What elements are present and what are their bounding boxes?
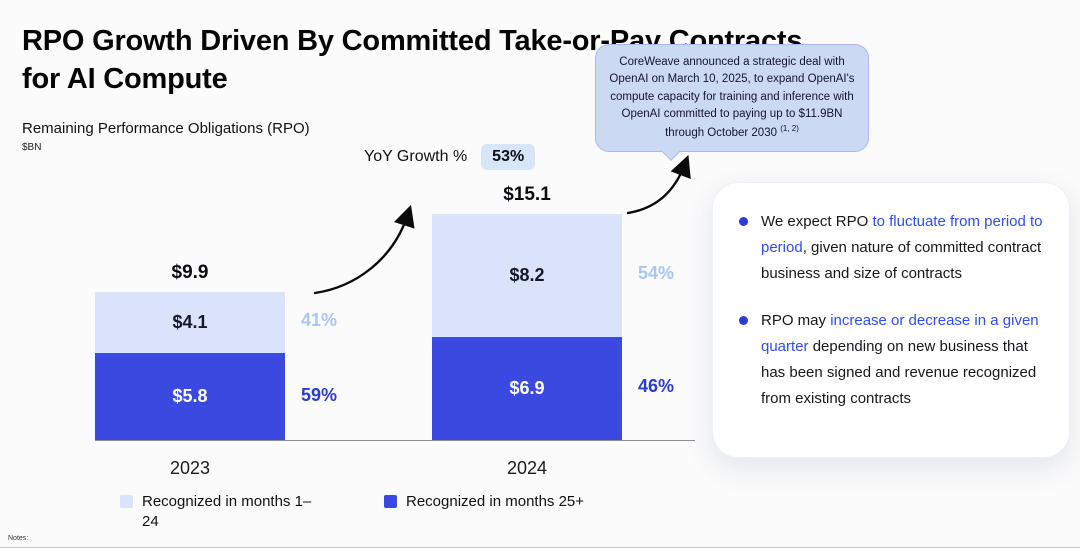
legend-label-1: Recognized in months 25+ (406, 493, 585, 510)
arrow-to-callout (626, 155, 691, 215)
bar-segment-months-25plus-2023: $5.8 (95, 353, 285, 440)
bullet-item-0: We expect RPO to fluctuate from period t… (739, 209, 1045, 286)
pct-label-months-1-24-2024: 54% (638, 263, 675, 283)
bullet-text-segment: We expect RPO (761, 213, 873, 230)
bullet-dot (739, 316, 748, 326)
category-label-2024: 2024 (506, 458, 548, 478)
bullet-text-segment: , given nature of committed contract bus… (761, 238, 1042, 282)
pct-label-months-1-24-2023: 41% (301, 310, 338, 331)
chart-unit-label: $BN (22, 142, 42, 153)
page-title-line2: for AI Compute (22, 63, 228, 96)
growth-arrow-2023-to-2024 (313, 204, 415, 295)
bullet-item-1: RPO may increase or decrease in a given … (739, 308, 1045, 411)
bullet-text-segment: increase or decrease in a given quarter (761, 312, 1039, 356)
legend-item-1: Recognized in months 25+ (384, 492, 584, 512)
chart-legend: Recognized in months 1–24 Recognized in m… (120, 492, 584, 533)
yoy-growth-badge: 53% (481, 144, 536, 170)
yoy-growth-label: YoY Growth % (364, 148, 468, 165)
bar-total-label-2024: $15.1 (503, 183, 551, 205)
category-label-2023: 2023 (169, 458, 211, 478)
bullet-text-segment: RPO may (761, 312, 831, 330)
x-axis-line (95, 440, 695, 441)
legend-label-0: Recognized in months 1–24 (142, 493, 312, 531)
yoy-growth: YoY Growth % 53% (364, 144, 536, 170)
chart-subtitle: Remaining Performance Obligations (RPO) (22, 120, 310, 137)
legend-swatch-1 (384, 495, 397, 508)
bullet-text-segment: to fluctuate from period to period (761, 213, 1043, 256)
bullet-list: We expect RPO to fluctuate from period t… (713, 183, 1069, 412)
callout-footnote: (1, 2) (780, 124, 799, 133)
callout-box: CoreWeave announced a strategic deal wit… (595, 44, 869, 161)
pct-label-months-25plus-2024: 46% (638, 376, 675, 397)
notes-label: Notes: (8, 535, 29, 542)
bar-total-label-2023: $9.9 (171, 261, 209, 283)
commentary-card: We expect RPO to fluctuate from period t… (712, 182, 1070, 458)
page-title: RPO Growth Driven By Committed Take-or-P… (22, 23, 802, 98)
bullet-dot (739, 217, 748, 226)
bullet-text-segment: depending on new business that has been … (761, 338, 1037, 407)
legend-item-0: Recognized in months 1–24 (120, 492, 322, 533)
legend-swatch-0 (120, 495, 133, 508)
pct-label-months-25plus-2023: 59% (301, 384, 338, 405)
callout-tail (661, 141, 681, 161)
bar-segment-months-25plus-2024: $6.9 (432, 336, 622, 440)
bar-segment-months-1-24-2024: $8.2 (432, 213, 622, 337)
bar-segment-months-1-24-2023: $4.1 (95, 291, 285, 353)
callout-text: CoreWeave announced a strategic deal wit… (609, 56, 855, 139)
